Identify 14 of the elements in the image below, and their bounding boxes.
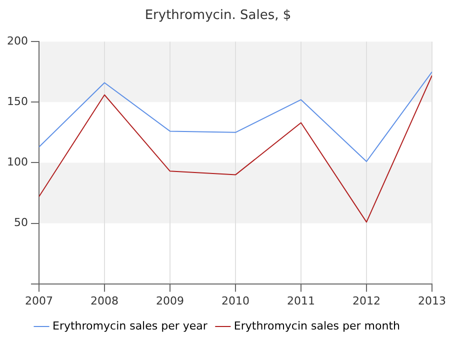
legend-label: Erythromycin sales per year <box>52 319 208 332</box>
legend-label: Erythromycin sales per month <box>234 319 400 332</box>
x-tick-label: 2013 <box>418 294 446 308</box>
x-tick-label: 2008 <box>90 294 118 308</box>
y-tick-label: 50 <box>14 216 28 230</box>
x-tick-label: 2010 <box>222 294 250 308</box>
y-tick-label: 100 <box>6 156 28 169</box>
x-tick-label: 2011 <box>287 294 315 308</box>
x-tick-label: 2007 <box>24 294 53 308</box>
x-tick-label: 2012 <box>352 294 380 308</box>
x-tick-label: 2009 <box>156 294 184 308</box>
y-tick-label: 150 <box>6 95 28 108</box>
chart-title: Erythromycin. Sales, $ <box>144 8 292 24</box>
y-tick-label: 200 <box>6 34 28 48</box>
